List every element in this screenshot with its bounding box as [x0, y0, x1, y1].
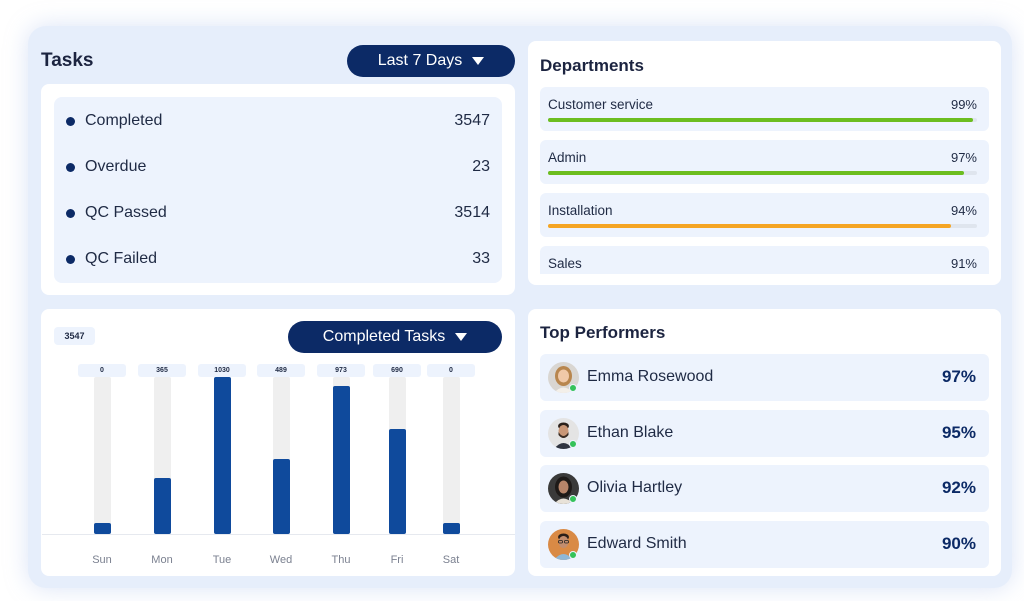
stat-label: QC Failed	[85, 250, 158, 267]
bar-track-fri	[388, 377, 406, 534]
x-tick-label: Thu	[331, 554, 351, 566]
caret-down-icon	[455, 333, 468, 341]
stat-label: QC Passed	[85, 204, 167, 221]
departments-title: Departments	[540, 56, 644, 75]
performer-row[interactable]: Emma Rosewood 97%	[540, 354, 989, 401]
department-name: Customer service	[548, 97, 654, 112]
stat-value: 3514	[454, 204, 490, 221]
stat-row-completed: Completed 3547	[66, 109, 490, 133]
online-status-icon	[569, 495, 577, 503]
bar-sun[interactable]	[93, 523, 111, 534]
bar-value-label: 0	[427, 364, 475, 377]
department-percent: 91%	[950, 256, 977, 271]
performer-percent: 97%	[941, 367, 976, 386]
caret-down-icon	[472, 57, 485, 65]
online-status-icon	[569, 384, 577, 392]
department-name: Installation	[548, 203, 613, 218]
progress-track	[548, 118, 977, 122]
bar-sat[interactable]	[442, 523, 460, 534]
department-percent: 99%	[950, 97, 977, 112]
stat-value: 23	[472, 158, 490, 175]
progress-track	[548, 171, 977, 175]
performer-row[interactable]: Olivia Hartley 92%	[540, 465, 989, 512]
bar-value-label: 365	[138, 364, 186, 377]
bar-value-label: 690	[373, 364, 421, 377]
x-tick-label: Fri	[390, 554, 404, 566]
bar-track-thu	[332, 377, 350, 534]
bar-track-sun	[93, 377, 111, 534]
stat-value: 33	[472, 250, 490, 267]
chart-baseline	[42, 534, 515, 535]
stat-row-overdue: Overdue 23	[66, 155, 490, 179]
department-row[interactable]: Customer service 99%	[540, 87, 989, 131]
x-tick-label: Sat	[442, 554, 460, 566]
online-status-icon	[569, 440, 577, 448]
performer-name: Olivia Hartley	[587, 479, 683, 496]
performer-percent: 92%	[941, 478, 976, 497]
bar-value-label: 1030	[198, 364, 246, 377]
bar-value-label: 489	[257, 364, 305, 377]
performer-row[interactable]: Edward Smith 90%	[540, 521, 989, 568]
chart-metric-label: Completed Tasks	[322, 328, 446, 345]
online-status-icon	[569, 551, 577, 559]
bar-track-sat	[442, 377, 460, 534]
department-percent: 97%	[950, 150, 977, 165]
stat-label: Completed	[85, 112, 163, 129]
chart-metric-dropdown[interactable]: Completed Tasks	[288, 321, 502, 353]
x-tick-label: Wed	[269, 554, 293, 566]
stat-row-qc-passed: QC Passed 3514	[66, 201, 490, 225]
department-row[interactable]: Installation 94%	[540, 193, 989, 237]
performer-name: Emma Rosewood	[587, 368, 714, 385]
top-performers-title: Top Performers	[540, 323, 666, 342]
bullet-icon	[66, 208, 75, 218]
tasks-title: Tasks	[41, 50, 94, 71]
performer-row[interactable]: Ethan Blake 95%	[540, 410, 989, 457]
stat-row-qc-failed: QC Failed 33	[66, 247, 490, 271]
department-row[interactable]: Admin 97%	[540, 140, 989, 184]
bar-value-label: 0	[78, 364, 126, 377]
performer-percent: 95%	[941, 423, 976, 442]
progress-fill	[548, 224, 952, 228]
stat-value: 3547	[454, 112, 490, 129]
departments-list[interactable]: Customer service 99% Admin 97% Installat…	[540, 87, 989, 274]
chart-total-badge: 3547	[54, 327, 95, 345]
task-stats-panel: Completed 3547 Overdue 23 QC Passed 3514…	[54, 97, 502, 283]
date-range-label: Last 7 Days	[377, 52, 463, 69]
x-tick-label: Sun	[92, 554, 112, 566]
bar-wed[interactable]	[272, 459, 290, 534]
bullet-icon	[66, 254, 75, 264]
bullet-icon	[66, 162, 75, 172]
progress-fill	[548, 118, 973, 122]
bar-value-label: 973	[317, 364, 365, 377]
department-percent: 94%	[950, 203, 977, 218]
bar-track-mon	[153, 377, 171, 534]
x-tick-label: Tue	[212, 554, 232, 566]
stat-label: Overdue	[85, 158, 147, 175]
bar-fri[interactable]	[388, 428, 406, 534]
progress-track	[548, 224, 977, 228]
date-range-dropdown[interactable]: Last 7 Days	[347, 45, 515, 77]
department-name: Sales	[548, 256, 582, 271]
bullet-icon	[66, 116, 75, 126]
department-name: Admin	[548, 150, 587, 165]
performer-name: Edward Smith	[587, 535, 687, 552]
bar-mon[interactable]	[153, 478, 171, 534]
x-tick-label: Mon	[151, 554, 173, 566]
bar-track-tue	[213, 377, 231, 534]
performer-percent: 90%	[941, 534, 976, 553]
progress-fill	[548, 171, 965, 175]
performer-name: Ethan Blake	[587, 424, 674, 441]
bar-tue[interactable]	[213, 377, 231, 534]
bar-thu[interactable]	[332, 385, 350, 534]
bar-track-wed	[272, 377, 290, 534]
department-row[interactable]: Sales 91%	[540, 246, 989, 274]
